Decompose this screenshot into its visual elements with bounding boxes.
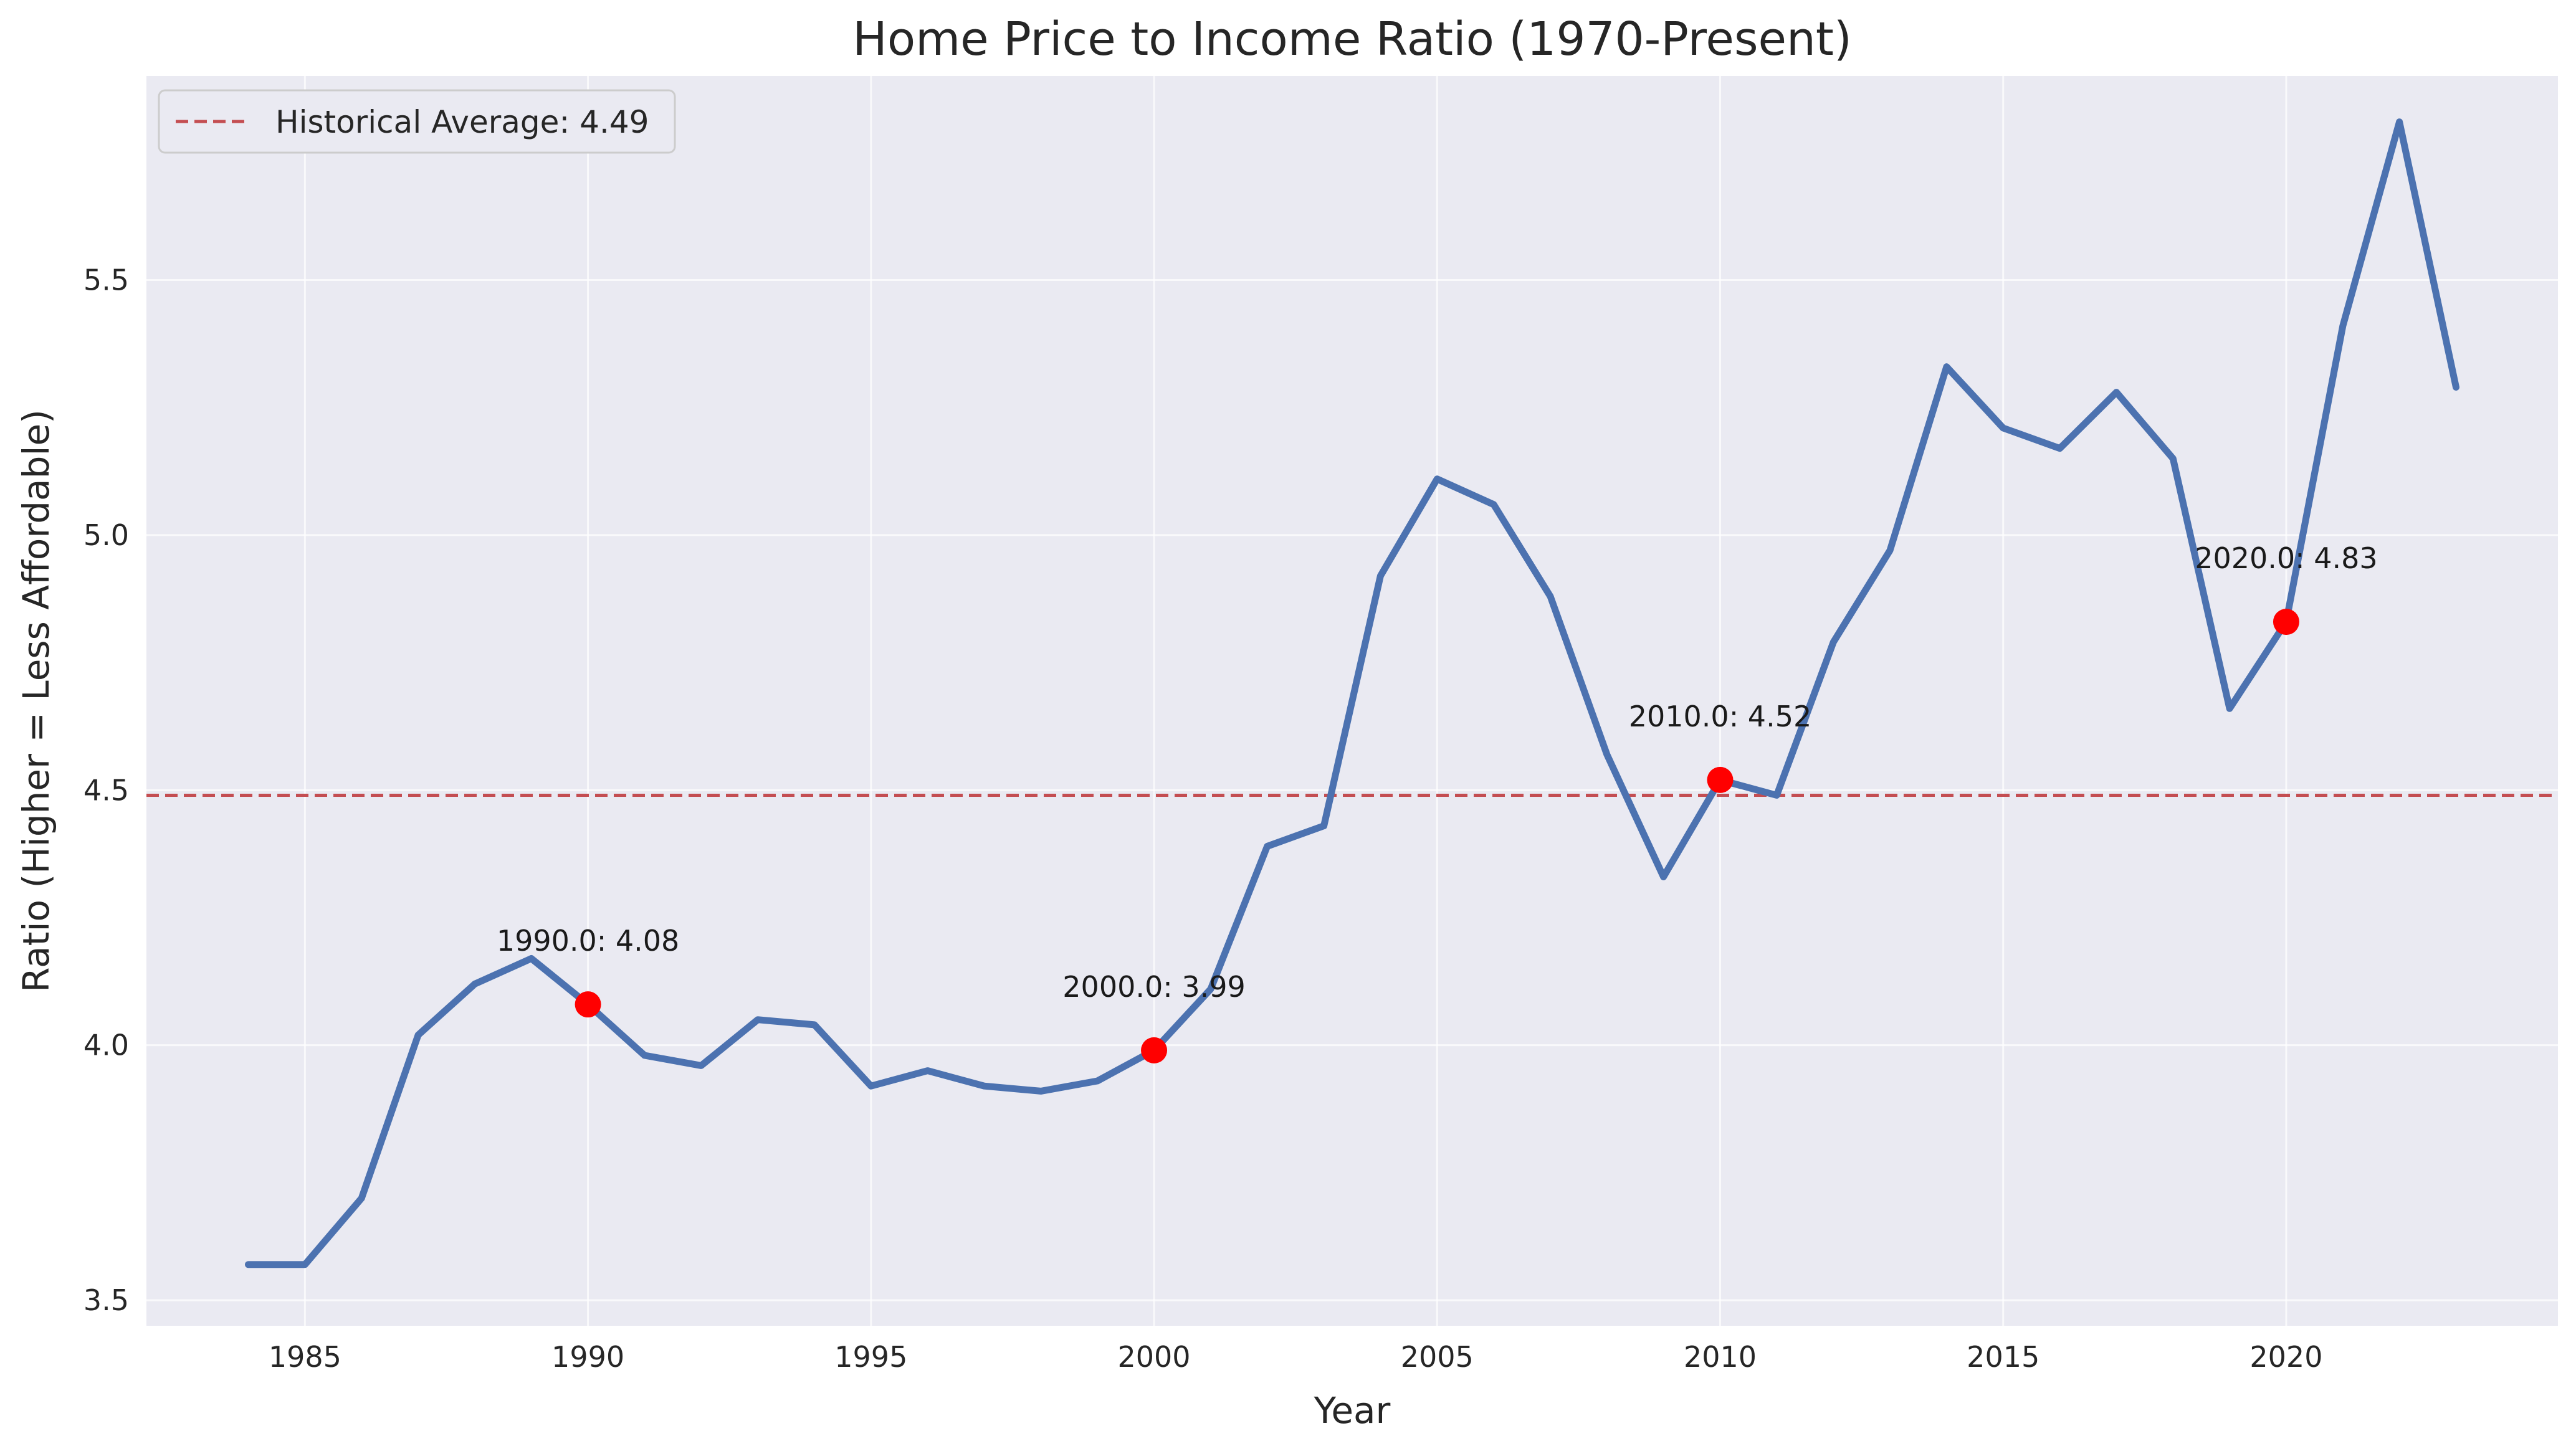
annotation-labels: 1990.0: 4.08 2000.0: 3.99 2010.0: 4.52 2020…	[497, 541, 2378, 1004]
annotation-marker	[1707, 766, 1734, 793]
x-tick-label: 2020	[2249, 1340, 2322, 1374]
y-tick-label: 4.0	[83, 1029, 129, 1062]
annotation-label: 2000.0: 3.99	[1062, 970, 1246, 1004]
annotation-marker	[1141, 1037, 1168, 1063]
y-tick-label: 5.0	[83, 518, 129, 552]
x-tick-label: 2005	[1401, 1340, 1474, 1374]
x-tick-label: 1990	[551, 1340, 624, 1374]
annotation-marker	[2273, 609, 2299, 635]
x-tick-label: 2010	[1684, 1340, 1757, 1374]
x-tick-label: 1995	[834, 1340, 907, 1374]
chart-title: Home Price to Income Ratio (1970-Present…	[852, 12, 1852, 66]
legend: Historical Average: 4.49	[158, 89, 676, 154]
grid	[146, 76, 2558, 1326]
annotation-marker	[575, 991, 601, 1018]
x-axis-ticks: 1985 1990 1995 2000 2005 2010 2015 2020	[269, 1340, 2323, 1374]
y-tick-label: 3.5	[83, 1283, 129, 1317]
annotation-label: 2020.0: 4.83	[2195, 541, 2378, 575]
series-line	[245, 118, 2459, 1268]
x-tick-label: 2000	[1118, 1340, 1191, 1374]
annotation-label: 1990.0: 4.08	[497, 924, 680, 958]
legend-entry-average: Historical Average: 4.49	[275, 104, 649, 140]
x-tick-label: 2015	[1967, 1340, 2039, 1374]
x-tick-label: 1985	[269, 1340, 341, 1374]
x-axis-label: Year	[1314, 1389, 1391, 1432]
y-axis-ticks: 3.5 4.0 4.5 5.0 5.5	[83, 264, 129, 1318]
annotation-label: 2010.0: 4.52	[1629, 700, 1812, 733]
y-tick-label: 4.5	[83, 773, 129, 807]
y-tick-label: 5.5	[83, 264, 129, 297]
legend-box	[158, 89, 676, 154]
y-axis-label: Ratio (Higher = Less Affordable)	[15, 409, 57, 992]
annotation-markers	[575, 609, 2299, 1063]
